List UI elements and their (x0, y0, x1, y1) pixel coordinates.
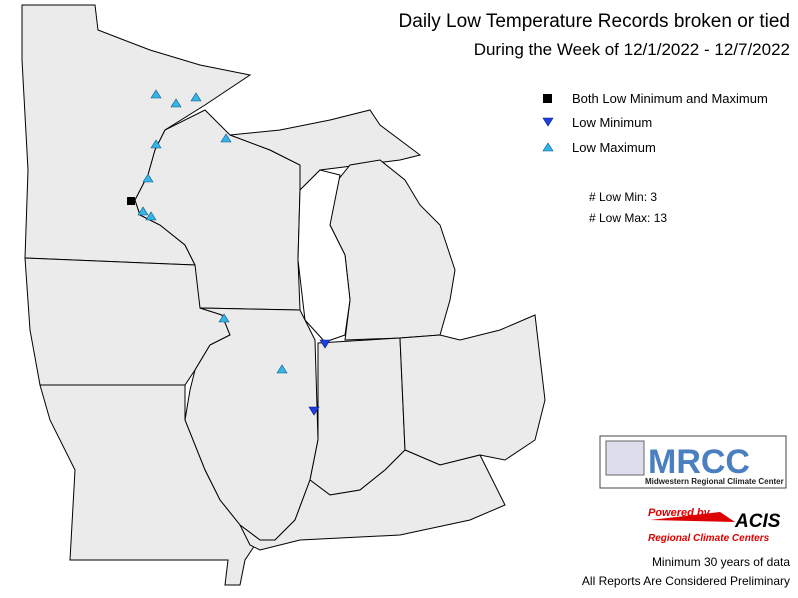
ohio (399, 314, 546, 466)
both-marker (127, 197, 135, 205)
legend-symbol (543, 94, 552, 103)
low-max-marker (142, 173, 154, 183)
low-max-marker (276, 364, 288, 374)
count: # Low Min: 3 (589, 190, 657, 204)
low-max-marker (150, 139, 162, 149)
low-max-marker (137, 206, 149, 216)
footer-note: Minimum 30 years of data (652, 555, 790, 569)
legend-label: Low Maximum (572, 140, 656, 155)
legend: Both Low Minimum and Maximum Low Minimum… (542, 91, 768, 155)
low-max-marker (145, 211, 157, 221)
legend-symbol (542, 117, 554, 127)
markers (127, 89, 331, 416)
acis-swoosh (650, 512, 735, 522)
low-max-marker (220, 133, 232, 143)
low-max-marker (218, 313, 230, 323)
low-max-marker (190, 92, 202, 102)
logo-subtitle: Midwestern Regional Climate Center (645, 477, 784, 486)
subtitle: During the Week of 12/1/2022 - 12/7/2022 (474, 40, 790, 59)
low-min-marker (308, 406, 320, 416)
legend-symbol (542, 142, 554, 152)
kentucky (239, 449, 506, 551)
missouri (39, 384, 256, 586)
footer-note: All Reports Are Considered Preliminary (582, 574, 790, 588)
low-max-marker (150, 89, 162, 99)
title: Daily Low Temperature Records broken or … (399, 11, 790, 32)
legend-label: Low Minimum (572, 115, 652, 130)
low-max-marker (170, 98, 182, 108)
lake-michigan (297, 169, 351, 343)
logo-map (605, 440, 645, 476)
states (21, 4, 546, 586)
acis-logo: Powered by ACIS Regional Climate Centers (648, 507, 781, 544)
count: # Low Max: 13 (589, 211, 667, 225)
logo-name: MRCC (648, 443, 750, 481)
michigan-upper (229, 109, 422, 192)
acis-subtitle: Regional Climate Centers (648, 533, 770, 544)
acis-name: ACIS (734, 511, 781, 532)
mrcc-logo: MRCC Midwestern Regional Climate Center (599, 435, 787, 489)
legend-label: Both Low Minimum and Maximum (572, 91, 768, 106)
michigan-lower (329, 159, 456, 341)
low-min-marker (319, 339, 331, 349)
